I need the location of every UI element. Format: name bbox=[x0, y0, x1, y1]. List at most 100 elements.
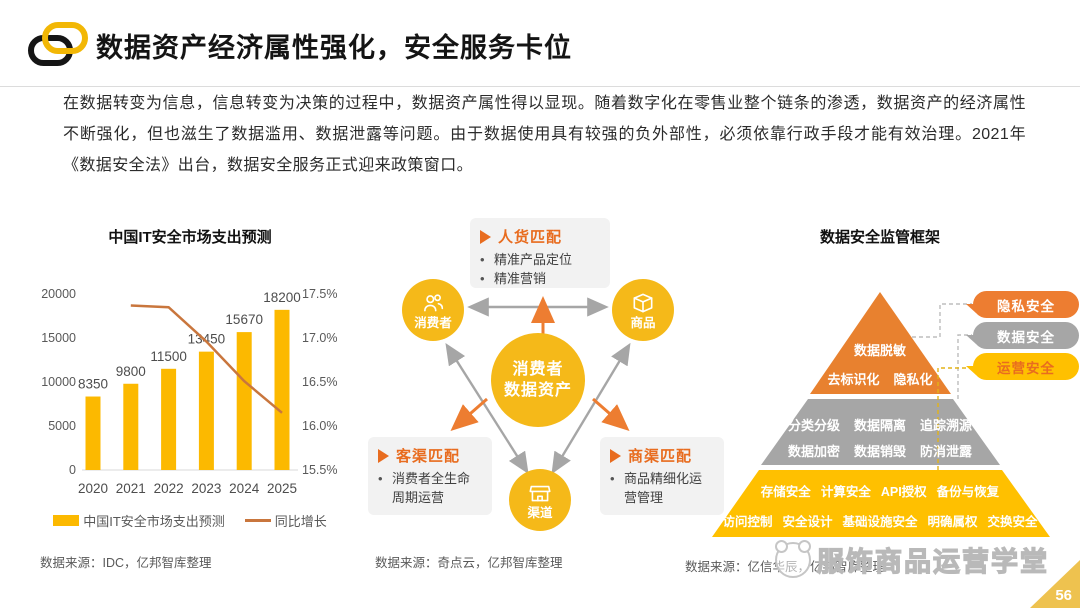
y2-axis-tick: 17.5% bbox=[302, 287, 337, 301]
bar-2024 bbox=[236, 332, 252, 470]
card-bullet: 精准产品定位 bbox=[480, 251, 600, 270]
node-label: 商品 bbox=[630, 316, 656, 330]
pill-1: 数据安全 bbox=[966, 322, 1079, 349]
dashed-connector-2 bbox=[937, 367, 973, 470]
pyramid-row: 存储安全 计算安全 API授权 备份与恢复 bbox=[700, 481, 1060, 501]
center-label-line1: 消费者 bbox=[512, 361, 564, 378]
x-axis-tick: 2020 bbox=[78, 481, 108, 496]
dashed-connector-0 bbox=[912, 303, 972, 338]
pyramid-item: 数据加密 bbox=[787, 444, 840, 459]
pyramid-level-0 bbox=[810, 292, 951, 394]
arrow-goods-channel bbox=[551, 342, 631, 475]
bar-value-label: 13450 bbox=[188, 332, 226, 347]
y-axis-tick: 5000 bbox=[48, 419, 76, 433]
chain-links-icon bbox=[28, 22, 92, 70]
pyramid-item: 分类分级 bbox=[787, 418, 840, 433]
store-icon bbox=[529, 485, 551, 502]
pyramid-item: 追踪溯源 bbox=[920, 418, 973, 433]
chain-link-yellow bbox=[42, 22, 88, 54]
pyramid-item: 备份与恢复 bbox=[936, 485, 1000, 499]
pyramid-item: 存储安全 bbox=[760, 485, 811, 499]
pyramid-item: API授权 bbox=[880, 485, 927, 499]
node-consumer: 消费者 bbox=[402, 279, 464, 341]
legend-label: 中国IT安全市场支出预测 bbox=[83, 514, 225, 529]
bar-2021 bbox=[123, 383, 139, 470]
pyramid-item: 数据脱敏 bbox=[853, 343, 906, 358]
y2-axis-tick: 16.0% bbox=[302, 419, 337, 433]
watermark: 服饰商品运营学堂 bbox=[775, 539, 1049, 579]
arrow-center-downleft bbox=[450, 397, 488, 431]
legend-item-bars: 中国IT安全市场支出预测 bbox=[53, 511, 225, 530]
bar-value-label: 15670 bbox=[225, 312, 263, 327]
watermark-text: 服饰商品运营学堂 bbox=[816, 546, 1049, 577]
it-security-spending-chart: 20000 15000 10000 5000 0 17.5% 17.0% 16.5% 16.0%… bbox=[41, 287, 337, 496]
legend-label: 同比增长 bbox=[274, 514, 327, 529]
bar-swatch-icon bbox=[53, 515, 80, 526]
pill-tail-icon bbox=[966, 335, 976, 344]
bar-2020 bbox=[85, 396, 101, 470]
y-axis-tick: 0 bbox=[69, 463, 76, 477]
y2-axis-tick: 15.5% bbox=[302, 463, 337, 477]
card-people-goods-match: 人货匹配 精准产品定位 精准营销 bbox=[470, 218, 610, 288]
card-title: 商渠匹配 bbox=[628, 448, 693, 465]
y-axis-tick: 10000 bbox=[41, 375, 76, 389]
y2-axis-tick: 16.5% bbox=[302, 375, 337, 389]
node-goods: 商品 bbox=[612, 279, 674, 341]
x-axis-tick: 2023 bbox=[191, 481, 221, 496]
bar-value-label: 11500 bbox=[150, 349, 187, 364]
page-title: 数据资产经济属性强化，安全服务卡位 bbox=[96, 33, 572, 63]
pill-2: 运营安全 bbox=[966, 353, 1079, 380]
pyramid-item: 数据隔离 bbox=[853, 418, 906, 433]
pill-tail-icon bbox=[966, 366, 976, 375]
pyramid-level-1 bbox=[761, 399, 1000, 465]
pill-tail-icon bbox=[966, 304, 976, 313]
triangle-icon bbox=[610, 448, 621, 463]
x-axis-tick: 2024 bbox=[229, 481, 260, 496]
chart-title: 中国IT安全市场支出预测 bbox=[108, 229, 272, 246]
pyramid-title: 数据安全监管框架 bbox=[819, 229, 940, 246]
source-middle: 数据来源：奇点云，亿邦智库整理 bbox=[375, 556, 563, 570]
pyramid-item: 计算安全 bbox=[820, 485, 871, 499]
pyramid-item: 访问控制 bbox=[722, 515, 773, 529]
arrow-center-downright bbox=[592, 397, 630, 431]
triangle-icon bbox=[480, 229, 491, 244]
box-icon bbox=[633, 293, 653, 313]
triangle-icon bbox=[378, 448, 389, 463]
pyramid-item: 明确属权 bbox=[927, 515, 978, 529]
bar-2025 bbox=[274, 309, 290, 470]
yoy-growth-line bbox=[130, 304, 283, 414]
pill-0: 隐私安全 bbox=[966, 291, 1079, 318]
line-swatch-icon bbox=[244, 519, 271, 522]
panda-logo-icon bbox=[775, 539, 811, 578]
bar-2023 bbox=[198, 351, 214, 470]
node-label: 渠道 bbox=[527, 506, 553, 520]
y-axis-tick: 20000 bbox=[41, 287, 76, 301]
header-divider bbox=[0, 86, 1080, 87]
data-security-pyramid bbox=[712, 292, 1050, 537]
pyramid-item: 交换安全 bbox=[987, 515, 1038, 529]
pyramid-item: 防消泄露 bbox=[920, 444, 973, 459]
pyramid-item: 数据销毁 bbox=[853, 444, 906, 459]
pyramid-level-2 bbox=[712, 470, 1050, 537]
node-consumer-data-asset: 消费者 数据资产 bbox=[491, 333, 585, 427]
node-channel: 渠道 bbox=[509, 469, 571, 531]
y2-axis-tick: 17.0% bbox=[302, 331, 337, 345]
bar-value-label: 18200 bbox=[263, 290, 301, 305]
x-axis-tick: 2021 bbox=[116, 481, 146, 496]
pyramid-row: 数据脱敏 bbox=[700, 340, 1060, 360]
bar-value-label: 9800 bbox=[116, 364, 146, 379]
pyramid-item: 基础设施安全 bbox=[842, 515, 918, 529]
card-customer-channel-match: 客渠匹配 消费者全生命周期运营 bbox=[368, 437, 492, 515]
pyramid-row: 分类分级 数据隔离 追踪溯源 bbox=[700, 415, 1060, 435]
pyramid-item: 隐私化 bbox=[893, 372, 933, 387]
arrow-consumer-channel bbox=[445, 342, 529, 475]
chart-legend: 中国IT安全市场支出预测 同比增长 bbox=[40, 511, 340, 530]
card-title: 客渠匹配 bbox=[396, 448, 461, 465]
card-goods-channel-match: 商渠匹配 商品精细化运营管理 bbox=[600, 437, 724, 515]
users-icon bbox=[424, 294, 444, 312]
pyramid-row: 访问控制 安全设计 基础设施安全 明确属权 交换安全 bbox=[700, 511, 1060, 531]
x-axis-tick: 2022 bbox=[154, 481, 184, 496]
center-label-line2: 数据资产 bbox=[503, 382, 572, 399]
card-bullet: 精准营销 bbox=[480, 270, 600, 289]
